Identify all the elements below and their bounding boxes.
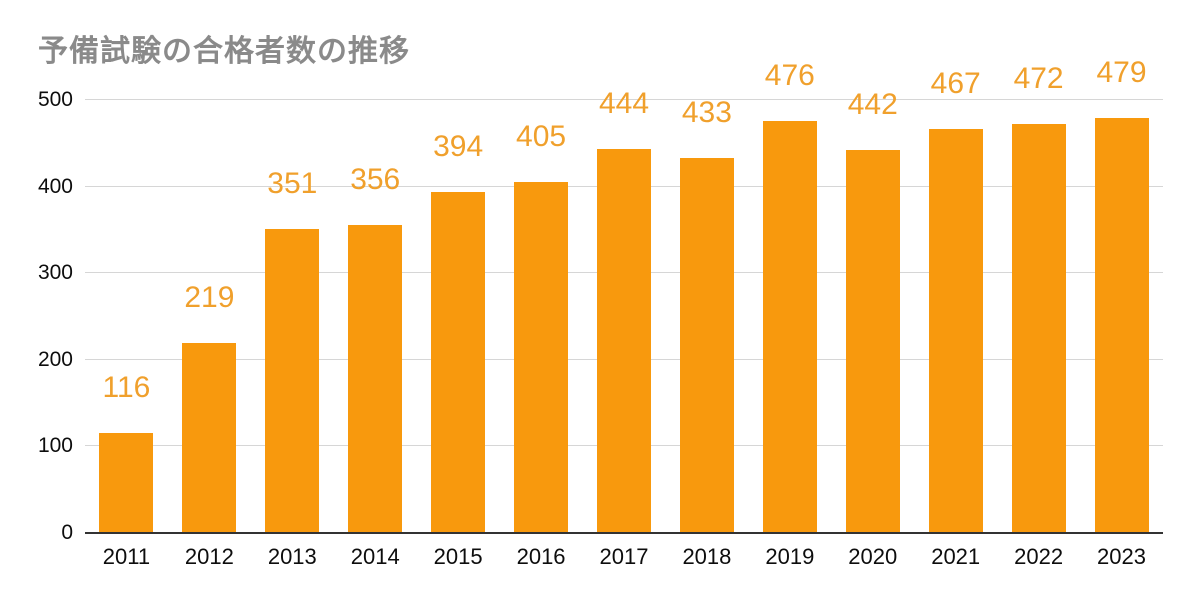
bar-2015 [431, 191, 486, 533]
bar-column-2017: 444 2017 [583, 88, 666, 569]
x-tick-label-2015: 2015 [433, 544, 483, 569]
bar-2021 [928, 128, 983, 533]
bar-value-label-2011: 116 [102, 370, 151, 404]
x-tick-label-2011: 2011 [102, 544, 151, 569]
bar-value-label-2021: 467 [930, 66, 981, 100]
plot-area: 0 100 200 300 400 500 116 2011 219 2012 351 2013 35… [38, 58, 1163, 569]
bar-2014 [348, 224, 403, 533]
bar-columns: 116 2011 219 2012 351 2013 356 2014 394 2015 405 20… [85, 58, 1163, 569]
bar-column-2011: 116 2011 [85, 100, 168, 569]
y-tick-label-300: 300 [37, 261, 73, 285]
x-tick-label-2018: 2018 [682, 544, 732, 569]
x-tick-label-2017: 2017 [599, 544, 649, 569]
bar-2020 [845, 150, 900, 533]
bar-2016 [514, 182, 569, 533]
bar-2018 [679, 158, 734, 533]
chart-title: 予備試験の合格者数の推移 [38, 35, 410, 68]
bar-value-label-2018: 433 [681, 96, 732, 130]
bar-column-2018: 433 2018 [665, 96, 748, 569]
bar-column-2016: 405 2016 [500, 100, 583, 569]
bar-value-label-2017: 444 [598, 86, 650, 120]
bar-column-2013: 351 2013 [251, 100, 334, 569]
bar-2023 [1094, 118, 1149, 533]
y-tick-label-400: 400 [37, 174, 73, 198]
bar-column-2021: 467 2021 [914, 68, 997, 569]
y-tick-label-500: 500 [37, 88, 73, 111]
bar-column-2012: 219 2012 [168, 100, 251, 569]
x-tick-label-2023: 2023 [1097, 544, 1146, 569]
bar-value-label-2016: 405 [516, 120, 567, 154]
bar-column-2014: 356 2014 [334, 100, 417, 569]
x-tick-label-2012: 2012 [184, 544, 234, 569]
x-tick-label-2014: 2014 [350, 544, 400, 569]
bar-value-label-2015: 394 [433, 129, 484, 163]
x-tick-label-2016: 2016 [516, 544, 566, 569]
bar-2019 [762, 120, 817, 533]
x-axis-line [85, 532, 1163, 534]
x-tick-label-2022: 2022 [1014, 544, 1064, 569]
bar-column-2023: 479 2023 [1080, 58, 1163, 569]
x-tick-label-2019: 2019 [765, 544, 815, 569]
bar-column-2022: 472 2022 [997, 64, 1080, 569]
y-tick-label-100: 100 [37, 434, 73, 458]
bar-2013 [265, 229, 320, 533]
bar-2017 [596, 148, 651, 533]
x-tick-label-2020: 2020 [848, 544, 898, 569]
bar-2012 [182, 343, 237, 533]
y-tick-label-200: 200 [37, 347, 73, 371]
y-tick-label-0: 0 [61, 521, 73, 544]
gridline-500 [85, 99, 1163, 100]
bar-value-label-2012: 219 [184, 281, 235, 315]
bar-column-2020: 442 2020 [831, 90, 914, 569]
bar-value-label-2019: 476 [764, 58, 815, 92]
bar-value-label-2020: 442 [847, 88, 898, 122]
bar-value-label-2022: 472 [1013, 62, 1064, 96]
bar-column-2015: 394 2015 [417, 100, 500, 569]
bar-2011 [99, 432, 154, 533]
bar-2022 [1011, 124, 1066, 533]
x-tick-label-2013: 2013 [267, 544, 317, 569]
bar-column-2019: 476 2019 [748, 60, 831, 569]
bar-value-label-2023: 479 [1096, 56, 1147, 90]
bar-value-label-2014: 356 [350, 162, 401, 196]
x-tick-label-2021: 2021 [931, 544, 981, 569]
bar-value-label-2013: 351 [267, 167, 318, 201]
